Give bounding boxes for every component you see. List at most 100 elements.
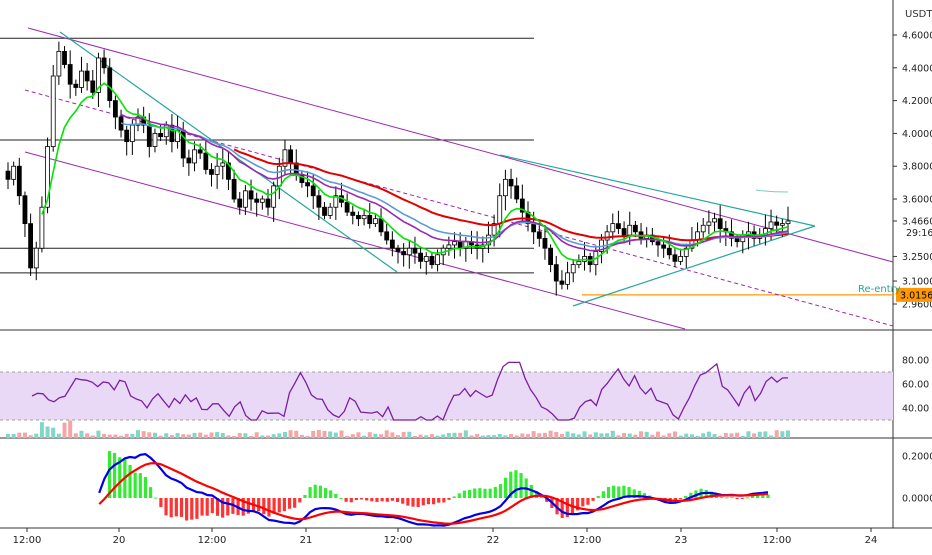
volume-bar — [588, 434, 593, 438]
volume-bar — [62, 422, 67, 438]
candle-body — [497, 195, 503, 225]
candle-body — [361, 215, 367, 220]
candle-body — [717, 218, 723, 229]
volume-bars — [6, 420, 790, 438]
macd-hist-bar — [323, 488, 328, 498]
macd-hist-bar — [241, 498, 245, 516]
price-tick-label: 3.1000 — [902, 277, 932, 288]
macd-hist-bar — [720, 496, 724, 498]
macd-hist-bar — [133, 472, 137, 498]
volume-bar — [181, 434, 186, 438]
macd-hist-bar — [678, 498, 683, 500]
candle-body — [672, 254, 678, 262]
volume-bar — [305, 435, 310, 438]
candle-body — [372, 218, 378, 225]
macd-hist-bar — [334, 493, 338, 498]
volume-bar — [56, 433, 61, 438]
candle-body — [706, 221, 712, 226]
volume-bar — [277, 433, 282, 438]
volume-bar — [316, 430, 321, 438]
candle-body — [16, 165, 22, 197]
volume-bar — [136, 430, 140, 438]
candle-body — [553, 264, 559, 282]
macd-hist-bar — [421, 498, 425, 506]
candle-body — [700, 224, 706, 233]
horizontal-levels — [0, 37, 893, 296]
candle-body — [282, 149, 288, 167]
price-tick-label: 3.2500 — [902, 252, 932, 263]
volume-bar — [672, 431, 677, 438]
macd-hist-bar — [128, 464, 132, 498]
ema-fast-line — [41, 82, 789, 262]
macd-hist-bar — [143, 477, 148, 498]
volume-bar — [559, 433, 564, 438]
macd-hist-bar — [174, 498, 178, 517]
candle-body — [779, 223, 785, 226]
macd-hist-bar — [473, 488, 477, 498]
candle-body — [67, 64, 73, 85]
candle-body — [209, 169, 214, 175]
macd-hist-bar — [344, 498, 348, 502]
candle-body — [621, 228, 627, 236]
macd-hist-bar — [709, 491, 714, 498]
volume-bar — [311, 430, 316, 438]
candle-body — [531, 223, 537, 233]
macd-hist-bar — [169, 498, 173, 518]
macd-hist-bar — [478, 488, 482, 498]
volume-bar — [22, 432, 27, 438]
volume-bar — [537, 433, 542, 438]
volume-bar — [367, 432, 372, 438]
volume-bar — [175, 433, 180, 438]
volume-bar — [39, 422, 44, 438]
candle-body — [446, 244, 452, 249]
macd-hist-bar — [576, 498, 580, 511]
macd-hist-bar — [190, 498, 194, 520]
candle-body — [22, 195, 28, 225]
candle-body — [452, 241, 457, 246]
macd-hist-bar — [730, 497, 734, 499]
volume-bar — [333, 432, 338, 438]
macd-hist-bar — [565, 498, 569, 518]
macd-hist-bar — [246, 498, 250, 514]
triangle-lower — [572, 225, 816, 307]
volume-bar — [288, 430, 293, 438]
candle-body — [96, 57, 101, 93]
macd-hist-bar — [159, 498, 163, 508]
volume-bar — [299, 434, 304, 438]
candle-body — [604, 231, 610, 241]
macd-hist-bar — [462, 490, 467, 498]
candle-body — [214, 165, 220, 175]
candles — [5, 41, 791, 296]
volume-bar — [85, 433, 90, 438]
volume-bar — [667, 433, 672, 438]
volume-bar — [90, 435, 95, 438]
price-tick-label: 2.9600 — [902, 300, 932, 311]
macd-hist-bar — [107, 451, 112, 498]
volume-bar — [51, 427, 56, 438]
volume-bar — [599, 433, 604, 438]
macd-hist-bar — [221, 498, 225, 518]
volume-bar — [6, 433, 10, 438]
volume-bar — [689, 434, 694, 438]
macd-hist-bar — [298, 498, 302, 503]
volume-bar — [684, 433, 689, 438]
time-tick-label: 12:00 — [573, 535, 602, 546]
volume-bar — [424, 435, 429, 438]
candle-body — [412, 247, 418, 254]
macd-hist-bar — [293, 498, 297, 508]
candle-body — [152, 133, 158, 147]
volume-bar — [452, 432, 457, 438]
candle-body — [565, 272, 570, 285]
candle-body — [39, 206, 45, 249]
volume-bar — [266, 435, 270, 438]
macd-hist-bar — [684, 495, 688, 498]
candle-body — [435, 254, 440, 266]
macd-hist-bar — [257, 498, 261, 512]
macd-hist-bar — [318, 485, 322, 498]
ema-long-line — [233, 148, 789, 242]
volume-bar — [520, 433, 525, 438]
candle-body — [84, 70, 90, 82]
price-tick-label: 4.2000 — [902, 96, 932, 107]
